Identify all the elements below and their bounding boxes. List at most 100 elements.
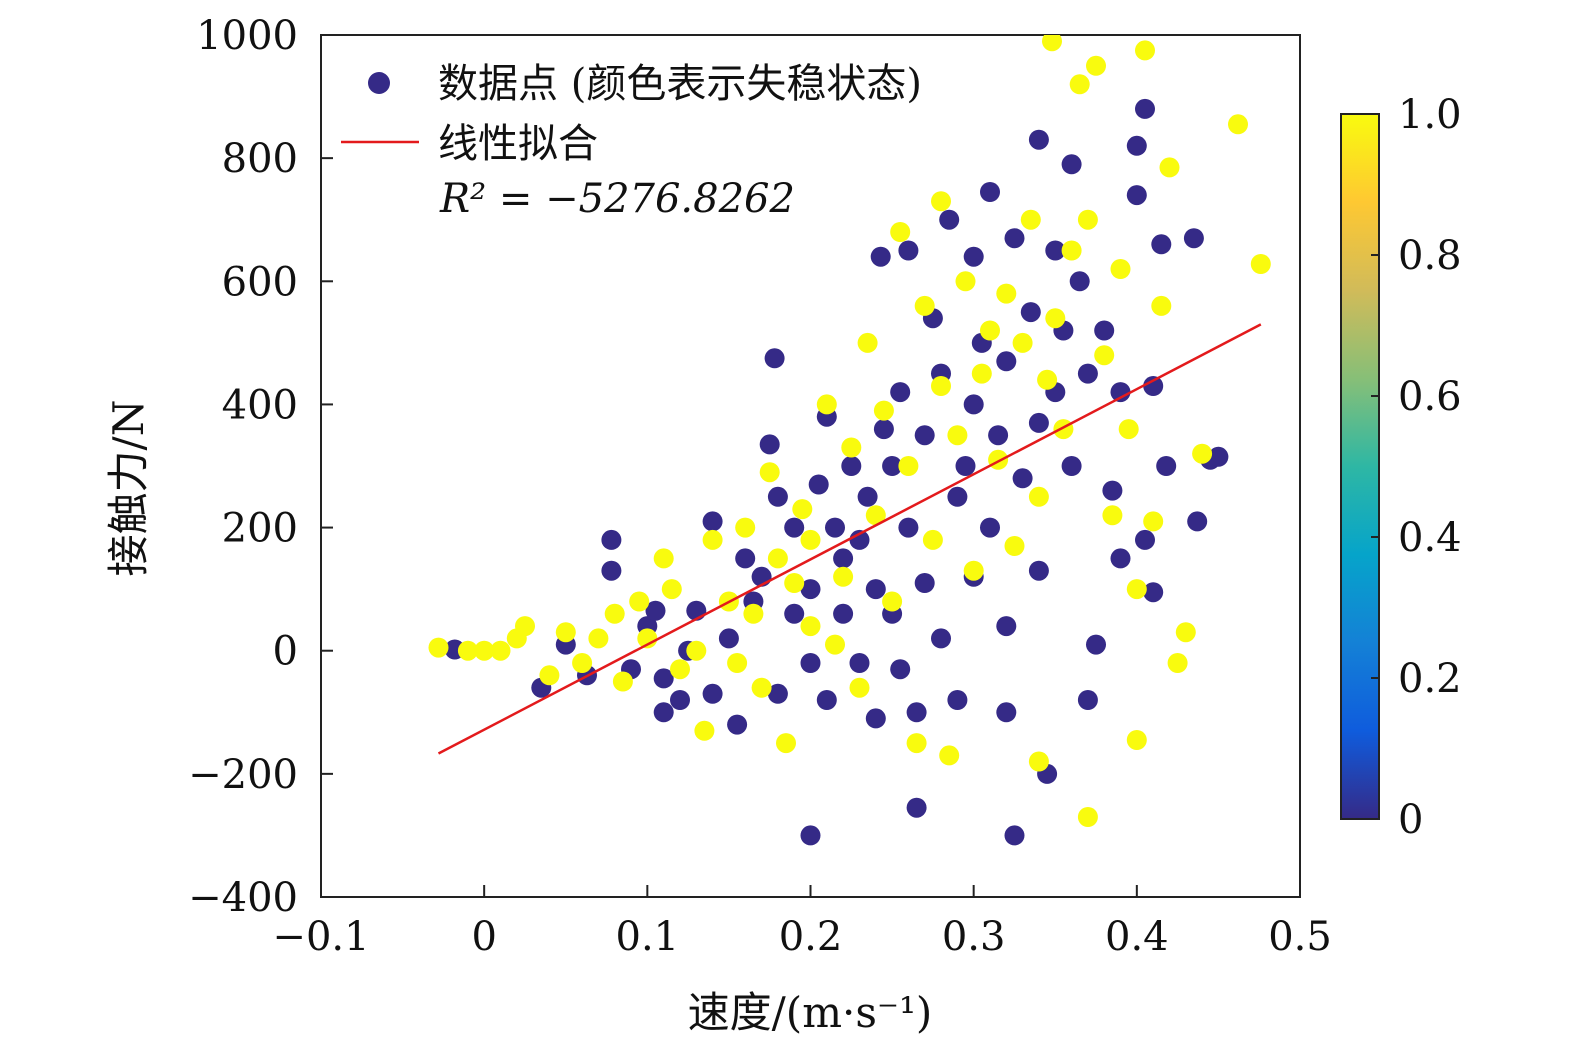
scatter-point — [963, 560, 984, 581]
scatter-point — [1110, 382, 1131, 403]
legend-marker-datapoints — [368, 72, 390, 94]
scatter-point — [1135, 98, 1155, 119]
scatter-point — [931, 376, 951, 396]
scatter-point — [784, 603, 805, 624]
scatter-point — [1175, 622, 1196, 643]
scatter-point — [1151, 234, 1172, 255]
scatter-point — [1159, 157, 1180, 178]
data-points — [428, 35, 1271, 846]
scatter-point — [1126, 579, 1147, 600]
scatter-point — [735, 517, 756, 538]
scatter-point — [784, 517, 805, 538]
scatter-point — [539, 665, 560, 686]
scatter-point — [825, 634, 845, 655]
scatter-point — [1228, 114, 1248, 135]
scatter-point — [963, 246, 984, 267]
scatter-point — [1069, 271, 1090, 292]
y-axis-title: 接触力/N — [104, 400, 153, 577]
colorbar-tick-label: 0.6 — [1398, 374, 1462, 420]
scatter-point — [612, 671, 633, 692]
scatter-point — [735, 548, 756, 569]
y-tick-label: 200 — [222, 506, 298, 552]
scatter-point — [1077, 807, 1098, 827]
scatter-point — [816, 394, 837, 415]
scatter-point — [1061, 240, 1082, 261]
y-tick-label: −200 — [188, 752, 298, 798]
scatter-point — [1061, 154, 1082, 175]
legend-label-fit: 线性拟合 — [438, 121, 598, 167]
scatter-point — [849, 529, 870, 550]
scatter-point — [1151, 295, 1172, 316]
scatter-point — [1094, 320, 1115, 341]
scatter-point — [457, 640, 478, 661]
x-tick-label: 0.3 — [942, 914, 1006, 960]
scatter-point — [1102, 505, 1123, 526]
scatter-point — [873, 419, 894, 440]
scatter-point — [1086, 634, 1106, 655]
scatter-point — [898, 456, 919, 476]
scatter-point — [653, 702, 674, 723]
scatter-point — [1135, 40, 1155, 61]
scatter-point — [800, 825, 821, 846]
scatter-point — [1077, 363, 1098, 384]
scatter-point — [890, 222, 911, 242]
colorbar-tick-label: 0.2 — [1398, 656, 1462, 702]
scatter-point — [865, 505, 886, 526]
scatter-point — [996, 616, 1017, 637]
scatter-point — [751, 677, 772, 698]
y-tick-label: −400 — [188, 875, 298, 921]
scatter-point — [1167, 653, 1188, 673]
scatter-point — [1053, 419, 1074, 440]
x-tick-label: 0.4 — [1105, 914, 1169, 960]
colorbar-tick-label: 1.0 — [1398, 92, 1462, 138]
scatter-point — [833, 548, 854, 569]
colorbar-tick-label: 0.8 — [1398, 233, 1462, 279]
scatter-point — [890, 382, 911, 403]
scatter-point — [800, 579, 821, 600]
scatter-point — [841, 456, 862, 476]
y-tick-label: 1000 — [196, 13, 298, 59]
scatter-point — [1028, 560, 1049, 581]
x-tick-label: 0.1 — [616, 914, 680, 960]
scatter-point — [767, 548, 788, 569]
scatter-point — [1028, 751, 1049, 772]
y-tick-label: 600 — [222, 259, 298, 305]
scatter-point — [1028, 486, 1049, 507]
scatter-point — [980, 517, 1000, 538]
scatter-point — [1004, 825, 1025, 846]
scatter-point — [980, 182, 1000, 202]
scatter-point — [1183, 228, 1204, 249]
scatter-point — [849, 653, 870, 673]
scatter-point — [767, 486, 788, 507]
colorbar: 0 0.2 0.4 0.6 0.8 1.0 — [1340, 92, 1462, 843]
scatter-point — [694, 720, 715, 741]
scatter-point — [898, 517, 919, 538]
scatter-point — [906, 733, 927, 754]
scatter-point — [1028, 129, 1049, 150]
scatter-point — [808, 474, 829, 495]
scatter-point — [963, 394, 984, 415]
scatter-point — [980, 320, 1000, 341]
x-tick-label: 0 — [471, 914, 496, 960]
scatter-point — [865, 579, 886, 600]
scatter-point — [1020, 209, 1041, 230]
scatter-point — [922, 529, 943, 550]
scatter-point — [1045, 240, 1066, 261]
scatter-point — [555, 622, 576, 643]
scatter-point — [841, 437, 862, 458]
scatter-point — [588, 628, 609, 649]
scatter-point — [1077, 209, 1098, 230]
scatter-point — [767, 683, 788, 704]
scatter-point — [800, 529, 821, 550]
scatter-point — [996, 283, 1017, 304]
scatter-point — [939, 209, 960, 230]
legend-label-datapoints: 数据点 (颜色表示失稳状态) — [438, 61, 922, 107]
scatter-point — [882, 591, 903, 612]
scatter-point — [1077, 690, 1098, 710]
scatter-point — [1020, 302, 1041, 323]
scatter-point — [490, 640, 511, 661]
scatter-point — [1004, 228, 1025, 249]
scatter-point — [759, 462, 780, 483]
colorbar-tick-label: 0.4 — [1398, 515, 1462, 561]
